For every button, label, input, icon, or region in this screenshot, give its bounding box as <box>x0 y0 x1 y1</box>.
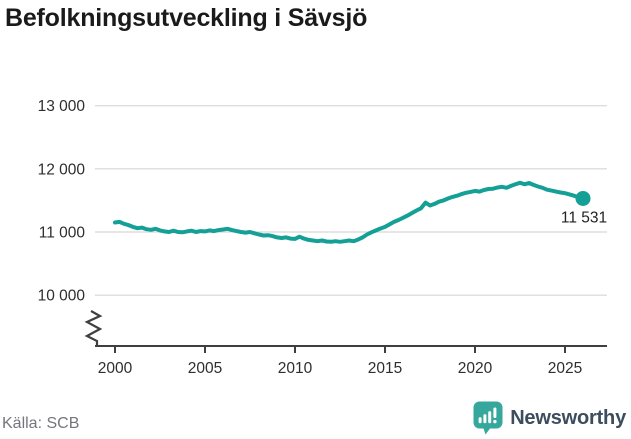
y-axis-tick-label: 11 000 <box>39 225 86 242</box>
y-axis-tick-label: 10 000 <box>38 288 86 305</box>
y-axis-tick-label: 13 000 <box>38 98 86 115</box>
population-line <box>113 180 585 244</box>
latest-value-marker <box>575 190 591 206</box>
newsworthy-icon <box>473 401 503 435</box>
x-axis-tick-label: 2010 <box>278 360 313 377</box>
latest-value-label: 11 531 <box>561 209 607 226</box>
newsworthy-logo: Newsworthy <box>473 401 626 435</box>
x-axis-tick-label: 2020 <box>458 360 493 377</box>
axis-break-icon <box>84 310 103 346</box>
population-line-chart: 13 000 12 000 11 000 10 000 2000 2005 2010 2015… <box>38 98 608 377</box>
x-axis-tick-label: 2015 <box>368 360 402 377</box>
x-axis-tick-label: 2025 <box>548 360 582 377</box>
page-title: Befolkningsutveckling i Sävsjö <box>5 4 368 32</box>
x-axis-tick-label: 2000 <box>98 360 133 377</box>
x-axis-tick-label: 2005 <box>188 360 222 377</box>
y-axis-tick-label: 12 000 <box>38 161 86 178</box>
newsworthy-wordmark: Newsworthy <box>510 406 626 429</box>
source-note: Källa: SCB <box>2 415 80 432</box>
